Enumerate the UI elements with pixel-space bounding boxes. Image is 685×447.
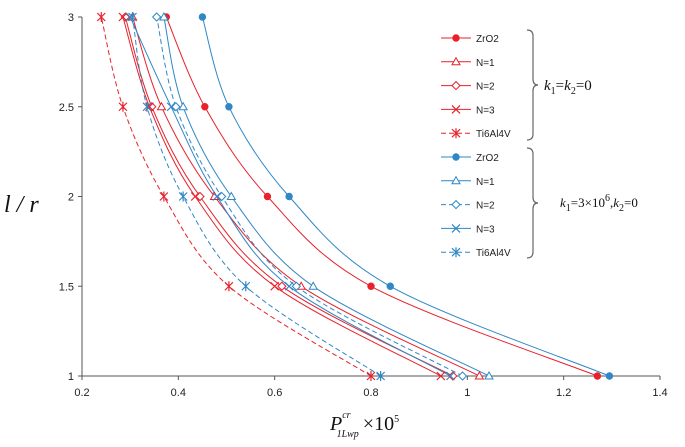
- x-tick-label: 1: [464, 387, 470, 399]
- legend-label: N=1: [476, 177, 495, 188]
- data-point: [128, 12, 137, 22]
- x-tick-label: 1.2: [556, 387, 571, 399]
- y-tick-label: 2.5: [59, 102, 74, 114]
- legend-label: Ti6Al4V: [476, 248, 511, 259]
- series-line: [129, 16, 451, 377]
- data-point: [386, 282, 394, 290]
- series-line: [132, 16, 381, 377]
- legend-marker: [451, 175, 461, 185]
- series-line: [100, 16, 372, 377]
- legend-marker: [452, 153, 460, 161]
- legend-marker: [451, 104, 461, 114]
- data-point: [151, 12, 162, 22]
- data-point: [178, 191, 188, 202]
- data-point: [270, 281, 280, 291]
- legend-marker: [451, 199, 461, 210]
- legend-label: N=3: [476, 224, 495, 235]
- data-point: [605, 372, 614, 380]
- data-point: [263, 192, 272, 201]
- x-tick-label: 0.6: [267, 387, 282, 399]
- series-line: [165, 16, 598, 377]
- annotation-blue-group: k1=3×106,k2=0: [560, 193, 638, 214]
- series-line: [156, 16, 463, 377]
- data-point: [241, 281, 251, 292]
- data-point: [212, 192, 222, 201]
- series-line: [124, 16, 454, 377]
- x-axis-label: Pcr 1Lwp ×105: [329, 410, 399, 440]
- data-point: [178, 101, 189, 111]
- x-tick-label: 0.4: [171, 387, 186, 399]
- y-tick-label: 2: [68, 192, 74, 204]
- x-tick-label: 0.2: [74, 387, 89, 399]
- data-point: [457, 371, 468, 381]
- legend-label: ZrO2: [476, 153, 499, 164]
- data-point: [484, 370, 494, 380]
- legend-marker: [451, 247, 461, 258]
- data-point: [198, 13, 207, 21]
- data-point: [166, 102, 176, 112]
- data-point: [118, 12, 128, 22]
- x-tick-label: 0.8: [363, 387, 378, 399]
- series-markers: [96, 11, 614, 381]
- legend-brace: [526, 29, 539, 141]
- legend-marker: [451, 80, 461, 91]
- data-point: [201, 103, 209, 111]
- data-point: [376, 371, 386, 381]
- data-point: [156, 101, 167, 111]
- legend-label: N=1: [476, 58, 495, 69]
- y-tick-label: 1: [68, 371, 74, 383]
- data-point: [593, 372, 602, 380]
- data-point: [474, 370, 485, 380]
- y-tick-label: 3: [68, 12, 74, 24]
- legend-marker: [451, 128, 461, 139]
- data-point: [277, 281, 287, 291]
- y-axis-label: l / r: [4, 192, 39, 218]
- legend-marker: [451, 223, 461, 233]
- data-point: [118, 101, 128, 112]
- data-point: [190, 192, 200, 201]
- legend-marker: [451, 56, 461, 66]
- legend-brackets: [526, 29, 539, 259]
- legend-label: N=2: [476, 82, 495, 93]
- data-point: [96, 12, 106, 22]
- data-point: [225, 103, 233, 111]
- data-point: [284, 281, 294, 291]
- legend: ZrO2 N=1 N=2 N=3 Ti6Al4V ZrO2 N=1 N=2 N=3 Ti6Al4V: [441, 34, 511, 259]
- x-ticks: 0.2 0.4 0.6 0.8 1 1.2 1.4: [74, 376, 668, 399]
- series-line: [132, 16, 480, 377]
- data-point: [446, 371, 455, 381]
- series-lines: [100, 16, 610, 377]
- data-point: [142, 101, 152, 112]
- series-line: [201, 16, 610, 377]
- annotation-red-group: k1=k2=0: [544, 78, 592, 97]
- data-point: [291, 281, 302, 291]
- data-point: [226, 191, 237, 200]
- data-point: [159, 11, 169, 21]
- data-point: [436, 371, 446, 381]
- data-point: [366, 371, 376, 381]
- series-line: [122, 16, 442, 377]
- data-point: [448, 371, 458, 381]
- x-tick-label: 1.4: [652, 387, 667, 399]
- legend-label: ZrO2: [476, 34, 499, 45]
- series-line: [163, 16, 490, 377]
- legend-brace: [526, 147, 539, 259]
- legend-label: N=2: [476, 201, 495, 212]
- legend-marker: [452, 34, 460, 42]
- data-point: [159, 191, 169, 202]
- data-point: [308, 281, 319, 290]
- legend-label: Ti6Al4V: [476, 129, 511, 140]
- data-point: [224, 281, 234, 292]
- y-ticks: 1 1.5 2 2.5 3: [59, 12, 82, 383]
- data-point: [285, 192, 293, 201]
- data-point: [367, 282, 375, 290]
- legend-label: N=3: [476, 105, 495, 116]
- y-tick-label: 1.5: [59, 281, 74, 293]
